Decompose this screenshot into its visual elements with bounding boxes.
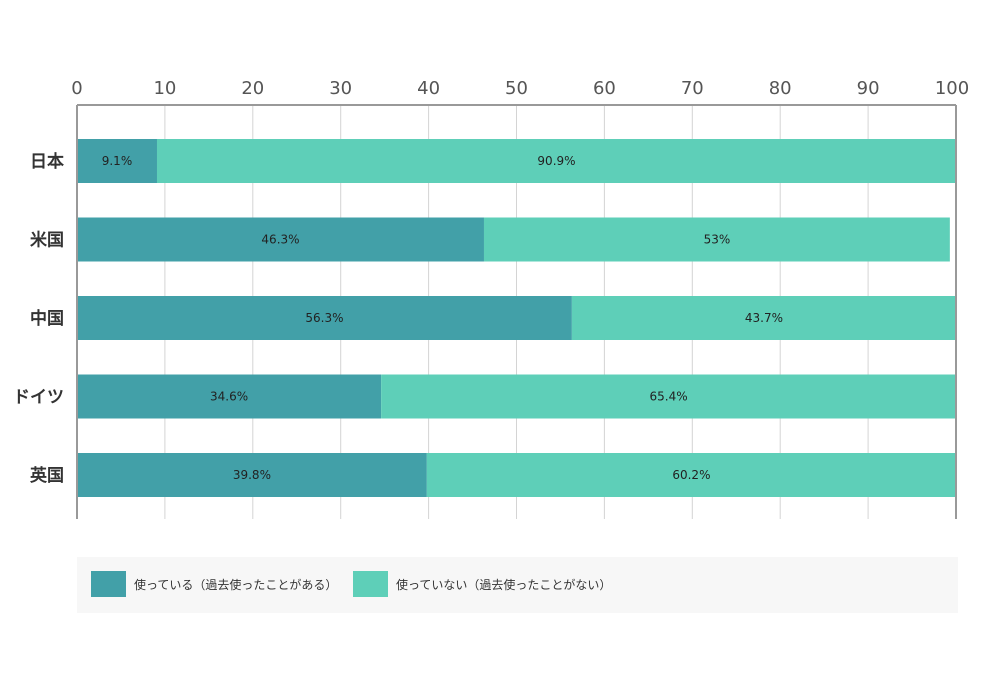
legend: 使っている（過去使ったことがある） 使っていない（過去使ったことがない） [77, 557, 958, 613]
data-label-not-used-2: 43.7% [745, 311, 783, 325]
bar-used-4 [77, 453, 427, 497]
category-label-1: 米国 [30, 230, 64, 251]
x-tick-label-0: 0 [71, 78, 82, 99]
bar-not-used-0 [156, 139, 956, 183]
bar-not-used-1 [483, 217, 950, 262]
x-tick-label-30: 30 [329, 78, 352, 99]
x-tick-label-80: 80 [769, 78, 792, 99]
data-label-used-4: 39.8% [233, 468, 271, 482]
bar-used-0 [77, 139, 157, 183]
legend-item-used: 使っている（過去使ったことがある） [91, 571, 337, 597]
bar-used-1 [77, 217, 484, 262]
category-label-2: 中国 [30, 308, 64, 329]
legend-label-not-used: 使っていない（過去使ったことがない） [396, 577, 612, 592]
x-tick-label-10: 10 [153, 78, 176, 99]
category-label-3: ドイツ [13, 388, 64, 408]
x-tick-label-90: 90 [857, 78, 880, 99]
data-label-used-1: 46.3% [261, 233, 299, 247]
x-tick-label-60: 60 [593, 78, 616, 99]
legend-item-not-used: 使っていない（過去使ったことがない） [353, 571, 611, 597]
data-label-used-3: 34.6% [210, 390, 248, 404]
x-tick-label-40: 40 [417, 78, 440, 99]
bar-used-3 [77, 374, 382, 419]
data-label-not-used-0: 90.9% [537, 154, 575, 168]
category-label-0: 日本 [30, 151, 64, 172]
x-tick-label-50: 50 [505, 78, 528, 99]
legend-label-used: 使っている（過去使ったことがある） [134, 577, 338, 592]
data-label-not-used-3: 65.4% [650, 390, 688, 404]
x-tick-label-100: 100 [935, 78, 969, 99]
data-label-not-used-4: 60.2% [672, 468, 710, 482]
bar-not-used-4 [426, 453, 956, 497]
data-label-used-0: 9.1% [102, 154, 133, 168]
category-label-4: 英国 [30, 465, 64, 486]
bar-not-used-3 [381, 374, 956, 419]
data-label-used-2: 56.3% [305, 311, 343, 325]
data-label-not-used-1: 53% [704, 233, 731, 247]
x-tick-label-70: 70 [681, 78, 704, 99]
bar-not-used-2 [571, 296, 956, 340]
legend-swatch-used [91, 571, 126, 597]
x-tick-label-20: 20 [241, 78, 264, 99]
bar-used-2 [77, 296, 572, 340]
legend-swatch-not-used [353, 571, 388, 597]
